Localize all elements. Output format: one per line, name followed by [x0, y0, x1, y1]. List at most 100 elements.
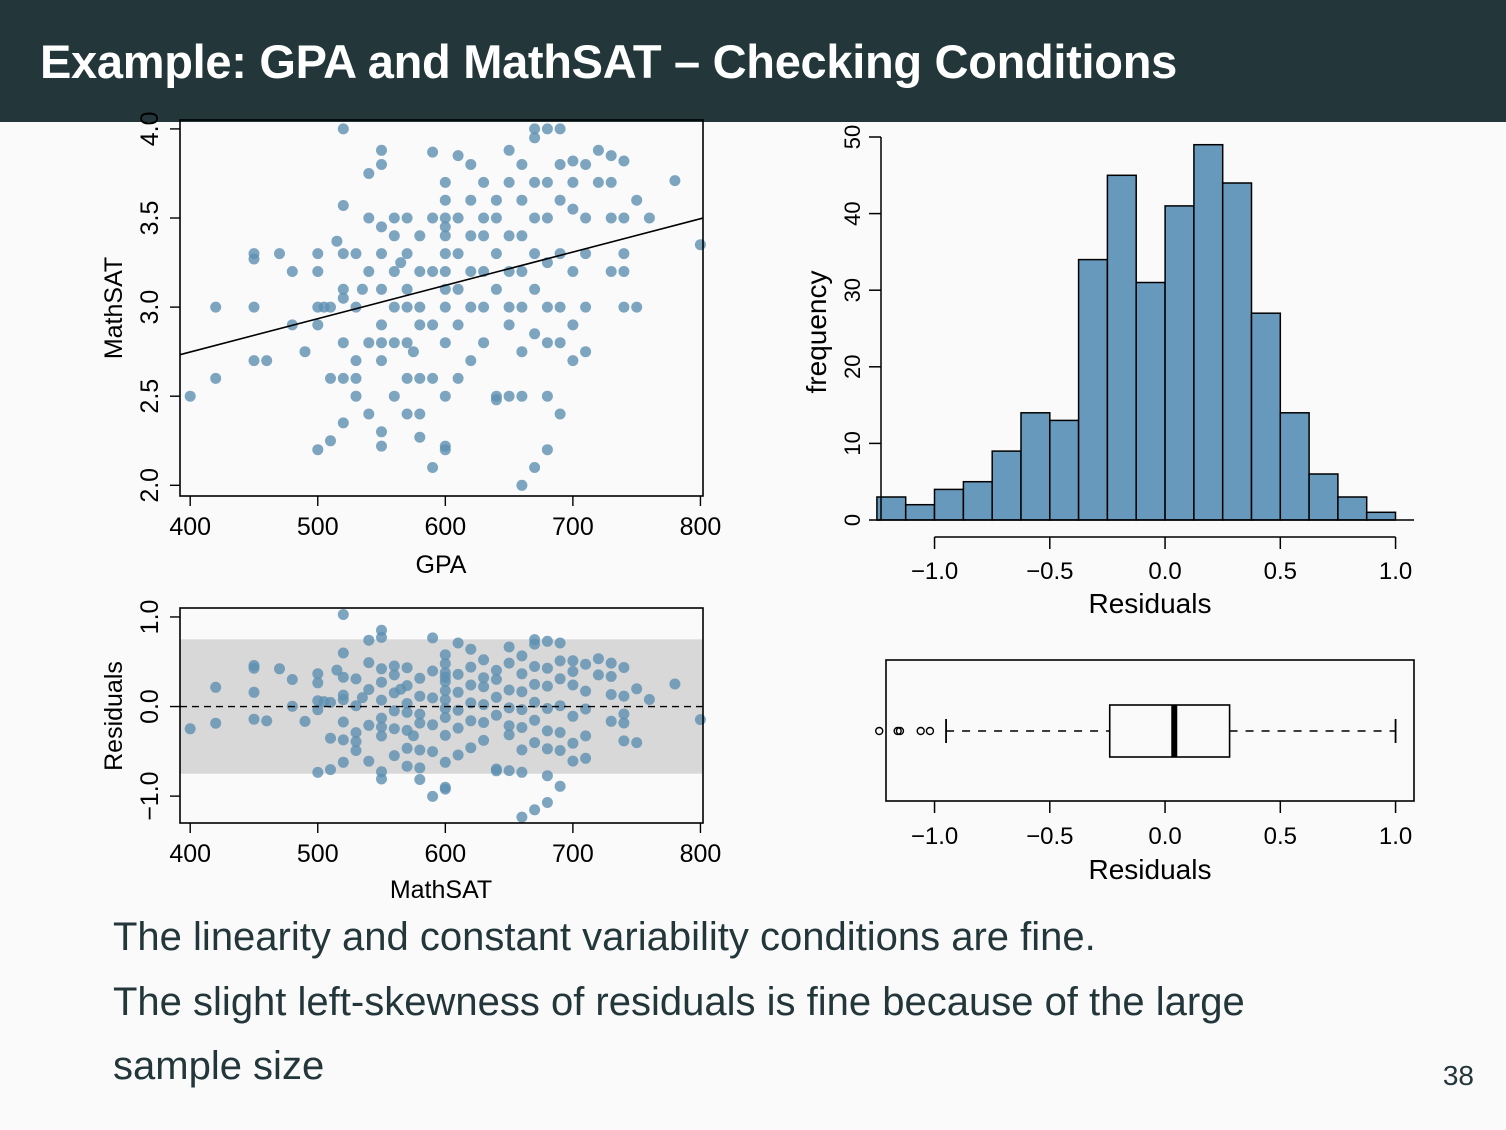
data-point: [439, 194, 451, 206]
data-point: [592, 176, 604, 188]
residual-point: [541, 797, 553, 808]
data-point: [439, 390, 451, 402]
data-point: [376, 144, 387, 156]
residual-point: [363, 634, 375, 646]
residual-point: [427, 692, 439, 704]
residual-point: [248, 686, 260, 698]
data-point: [554, 337, 566, 349]
residual-point: [478, 717, 490, 728]
histogram-bar: [1221, 182, 1253, 521]
residual-point: [452, 686, 464, 698]
residual-point: [388, 660, 400, 672]
residual-point: [618, 708, 630, 720]
outlier-point: [895, 726, 905, 736]
data-point: [567, 319, 579, 331]
x-tick-label: 400: [169, 840, 211, 868]
data-point: [376, 221, 387, 233]
data-point: [414, 431, 426, 443]
residual-point: [503, 720, 515, 732]
residual-point: [529, 661, 541, 672]
data-point: [503, 230, 515, 242]
residual-point: [541, 680, 553, 692]
data-point: [618, 266, 630, 277]
data-point: [580, 212, 592, 224]
residual-point: [567, 737, 579, 749]
residual-point: [331, 664, 343, 676]
residual-point: [529, 737, 541, 749]
data-point: [388, 266, 400, 277]
residual-point: [376, 730, 387, 742]
residual-point: [554, 745, 566, 756]
data-point: [592, 144, 604, 156]
data-point: [363, 212, 375, 224]
residual-point: [312, 677, 324, 689]
data-point: [388, 337, 400, 349]
residual-point: [363, 684, 375, 695]
data-point: [401, 283, 413, 295]
residual-point: [388, 750, 400, 762]
residual-point: [516, 704, 528, 716]
residual-point: [694, 714, 706, 726]
residual-point: [427, 665, 439, 677]
scatter-x-label: GPA: [416, 551, 467, 579]
histogram-bar: [1164, 205, 1195, 521]
residual-point: [503, 729, 515, 741]
residual-point: [554, 637, 566, 649]
data-point: [452, 283, 464, 295]
x-tick-label: 0.0: [1148, 558, 1181, 585]
residual-point: [312, 766, 324, 778]
x-tick-label: 0.5: [1264, 558, 1297, 585]
residual-point: [210, 681, 222, 693]
x-tick-label: 400: [169, 513, 211, 541]
data-point: [490, 394, 502, 406]
data-point: [605, 212, 617, 224]
data-point: [516, 301, 528, 313]
x-tick-label: 800: [680, 513, 722, 541]
residual-point: [529, 634, 541, 646]
data-point: [465, 230, 477, 242]
data-point: [350, 248, 362, 260]
residual-point: [376, 721, 387, 733]
residual-point: [427, 790, 439, 802]
data-point: [363, 266, 375, 277]
data-point: [541, 337, 553, 349]
residual-point: [554, 655, 566, 667]
data-point: [618, 212, 630, 224]
data-point: [331, 235, 343, 247]
residual-point: [618, 690, 630, 702]
data-point: [554, 123, 566, 135]
x-tick-label: 0.0: [1148, 823, 1181, 850]
residual-point: [618, 735, 630, 747]
data-point: [363, 168, 375, 179]
data-point: [541, 123, 553, 135]
residual-point: [452, 749, 464, 761]
scatter-y-label: MathSAT: [100, 257, 128, 359]
data-point: [631, 194, 643, 206]
residual-point: [554, 727, 566, 738]
data-point: [605, 266, 617, 277]
data-point: [503, 319, 515, 331]
x-tick-label: −1.0: [911, 558, 958, 585]
residual-point: [503, 684, 515, 696]
data-point: [567, 355, 579, 367]
iqr-box: [1108, 704, 1231, 758]
residual-point: [376, 624, 387, 636]
scatter-frame: [179, 119, 704, 497]
data-point: [503, 301, 515, 313]
residual-point: [210, 717, 222, 729]
data-point: [618, 301, 630, 313]
residual-point: [465, 661, 477, 673]
histogram-bar: [1250, 312, 1282, 521]
histogram-bars: [876, 143, 1414, 521]
data-point: [401, 248, 413, 260]
data-point: [337, 248, 349, 260]
outlier-point: [875, 726, 884, 736]
residual-point: [350, 736, 362, 748]
data-point: [580, 248, 592, 260]
residual-point: [465, 715, 477, 727]
residual-point: [312, 668, 324, 680]
residual-point: [414, 690, 426, 702]
residual-point: [414, 762, 426, 774]
residual-point: [580, 752, 592, 764]
data-point: [439, 176, 451, 188]
